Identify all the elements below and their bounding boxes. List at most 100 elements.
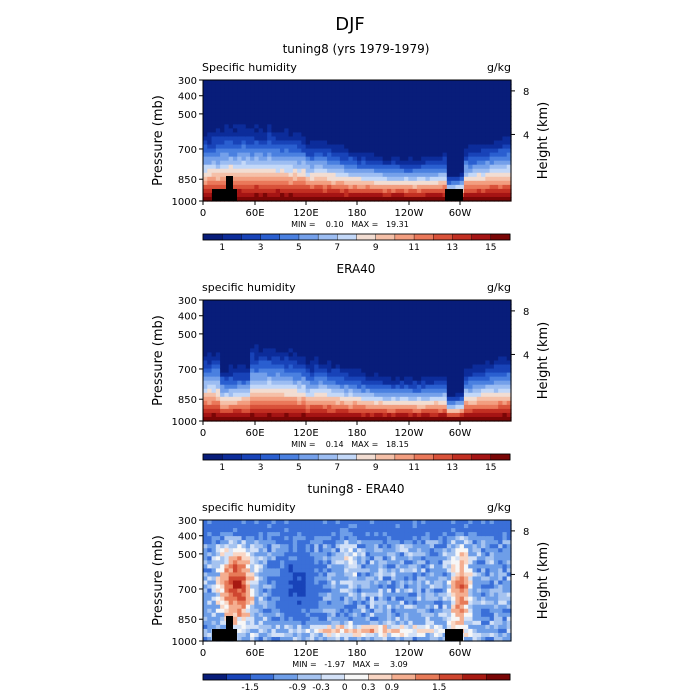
heatmap-cell: [275, 352, 281, 358]
heatmap-cell: [485, 80, 491, 85]
heatmap-cell: [207, 380, 213, 386]
heatmap-cell: [481, 320, 486, 325]
heatmap-cell: [232, 148, 238, 154]
heatmap-cell: [451, 332, 456, 337]
heatmap-cell: [472, 308, 478, 313]
heatmap-cell: [203, 400, 208, 406]
heatmap-cell: [344, 324, 350, 329]
heatmap-cell: [493, 356, 499, 362]
heatmap-cell: [215, 352, 221, 358]
heatmap-cell: [262, 564, 268, 569]
heatmap-cell: [224, 400, 230, 406]
heatmap-cell: [489, 316, 495, 321]
heatmap-cell: [365, 312, 371, 317]
heatmap-cell: [468, 172, 474, 178]
heatmap-cell: [267, 324, 273, 329]
heatmap-cell: [237, 540, 243, 545]
heatmap-cell: [382, 88, 388, 93]
heatmap-cell: [459, 336, 465, 341]
heatmap-cell: [271, 596, 277, 602]
heatmap-cell: [391, 372, 397, 378]
heatmap-cell: [442, 156, 448, 162]
heatmap-cell: [476, 360, 482, 366]
heatmap-cell: [481, 148, 486, 154]
heatmap-cell: [404, 148, 409, 154]
heatmap-cell: [463, 368, 469, 374]
heatmap-cell: [399, 196, 405, 202]
heatmap-cell: [382, 380, 388, 386]
heatmap-cell: [228, 596, 234, 602]
heatmap-cell: [506, 92, 512, 97]
heatmap-cell: [438, 176, 444, 182]
heatmap-cell: [280, 108, 285, 113]
heatmap-cell: [292, 352, 298, 358]
heatmap-cell: [459, 184, 465, 190]
heatmap-cell: [485, 364, 491, 370]
heatmap-cell: [442, 348, 448, 354]
heatmap-cell: [421, 100, 427, 105]
heatmap-cell: [391, 180, 397, 186]
heatmap-cell: [429, 388, 435, 394]
heatmap-cell: [425, 112, 431, 117]
heatmap-cell: [493, 116, 499, 121]
heatmap-cell: [485, 316, 491, 321]
heatmap-cell: [374, 300, 379, 305]
heatmap-cell: [506, 328, 512, 333]
heatmap-cell: [365, 124, 371, 129]
heatmap-cell: [305, 388, 311, 394]
topography-mask: [226, 176, 233, 201]
heatmap-cell: [284, 100, 290, 105]
heatmap-cell: [416, 360, 422, 366]
heatmap-cell: [224, 100, 230, 105]
heatmap-cell: [339, 156, 345, 162]
heatmap-cell: [344, 180, 350, 186]
heatmap-cell: [232, 368, 238, 374]
heatmap-cell: [412, 96, 418, 101]
heatmap-cell: [207, 532, 213, 537]
heatmap-cell: [258, 120, 264, 125]
heatmap-cell: [327, 124, 332, 129]
heatmap-cell: [245, 328, 251, 333]
heatmap-cell: [237, 104, 243, 109]
heatmap-cell: [472, 152, 478, 158]
heatmap-cell: [395, 156, 401, 162]
heatmap-cell: [498, 192, 504, 198]
heatmap-cell: [502, 116, 508, 121]
heatmap-cell: [284, 384, 290, 390]
heatmap-cell: [344, 188, 350, 194]
heatmap-cell: [506, 168, 512, 174]
heatmap-cell: [463, 188, 469, 194]
heatmap-cell: [344, 332, 350, 337]
heatmap-cell: [267, 636, 273, 642]
heatmap-cell: [271, 84, 277, 89]
heatmap-cell: [498, 404, 504, 410]
heatmap-cell: [288, 404, 294, 410]
heatmap-cell: [228, 524, 234, 529]
colorbar: 1 3 5 7 9 11 13 15: [202, 453, 511, 473]
heatmap-cell: [357, 128, 362, 134]
heatmap-cell: [203, 556, 208, 561]
heatmap-cell: [352, 172, 358, 178]
heatmap-cell: [395, 340, 401, 345]
heatmap-cell: [280, 376, 285, 382]
heatmap-cell: [416, 388, 422, 394]
heatmap-cell: [288, 152, 294, 158]
heatmap-cell: [237, 600, 243, 606]
heatmap-cell: [404, 88, 409, 93]
heatmap-cell: [374, 376, 379, 382]
heatmap-cell: [314, 172, 320, 178]
heatmap-cell: [344, 112, 350, 117]
heatmap-cell: [309, 80, 315, 85]
heatmap-cell: [395, 380, 401, 386]
heatmap-cell: [314, 100, 320, 105]
heatmap-cell: [237, 564, 243, 569]
heatmap-cell: [220, 604, 225, 610]
heatmap-cell: [365, 364, 371, 370]
heatmap-cell: [493, 352, 499, 358]
heatmap-cell: [327, 152, 332, 158]
heatmap-cell: [468, 84, 474, 89]
heatmap-cell: [309, 84, 315, 89]
heatmap-cell: [489, 188, 495, 194]
heatmap-cell: [408, 328, 414, 333]
topography-mask: [212, 189, 226, 201]
